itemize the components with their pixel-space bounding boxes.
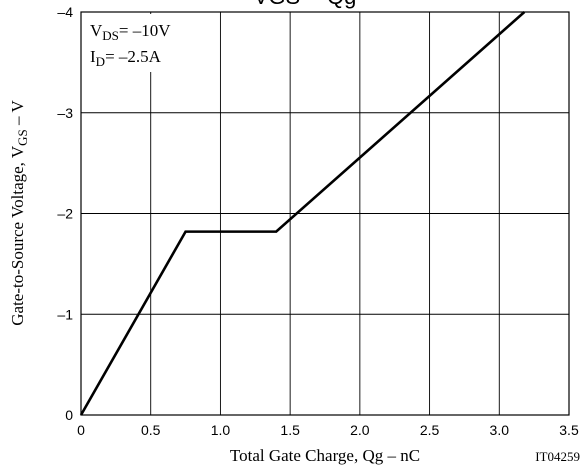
y-axis-label: Gate-to-Source Voltage, VGS – V	[8, 100, 30, 326]
x-tick-label: 0	[77, 422, 85, 438]
figure-code: IT04259	[535, 449, 580, 464]
y-tick-label: –3	[57, 105, 73, 121]
x-tick-label: 3.0	[490, 422, 510, 438]
x-tick-label: 2.0	[350, 422, 370, 438]
x-axis-label: Total Gate Charge, Qg – nC	[230, 446, 420, 465]
y-tick-labels: 0 –1 –2 –3 –4	[57, 4, 73, 423]
y-tick-label: –1	[57, 306, 73, 322]
x-tick-labels: 0 0.5 1.0 1.5 2.0 2.5 3.0 3.5	[77, 422, 579, 438]
vds-annotation: VDS= –10V	[90, 21, 171, 43]
grid-lines	[81, 12, 569, 415]
vgs-curve	[79, 11, 526, 416]
x-tick-label: 1.5	[280, 422, 300, 438]
y-tick-label: 0	[65, 407, 73, 423]
chart-title: VGS -- Qg	[254, 0, 357, 9]
x-tick-label: 2.5	[420, 422, 440, 438]
x-tick-label: 1.0	[211, 422, 231, 438]
id-annotation: ID= –2.5A	[90, 47, 162, 69]
plot-frame	[80, 11, 570, 416]
x-tick-label: 3.5	[559, 422, 579, 438]
y-tick-label: –2	[57, 206, 73, 222]
annotation-box	[86, 14, 198, 72]
y-tick-label: –4	[57, 4, 73, 20]
x-tick-label: 0.5	[141, 422, 161, 438]
